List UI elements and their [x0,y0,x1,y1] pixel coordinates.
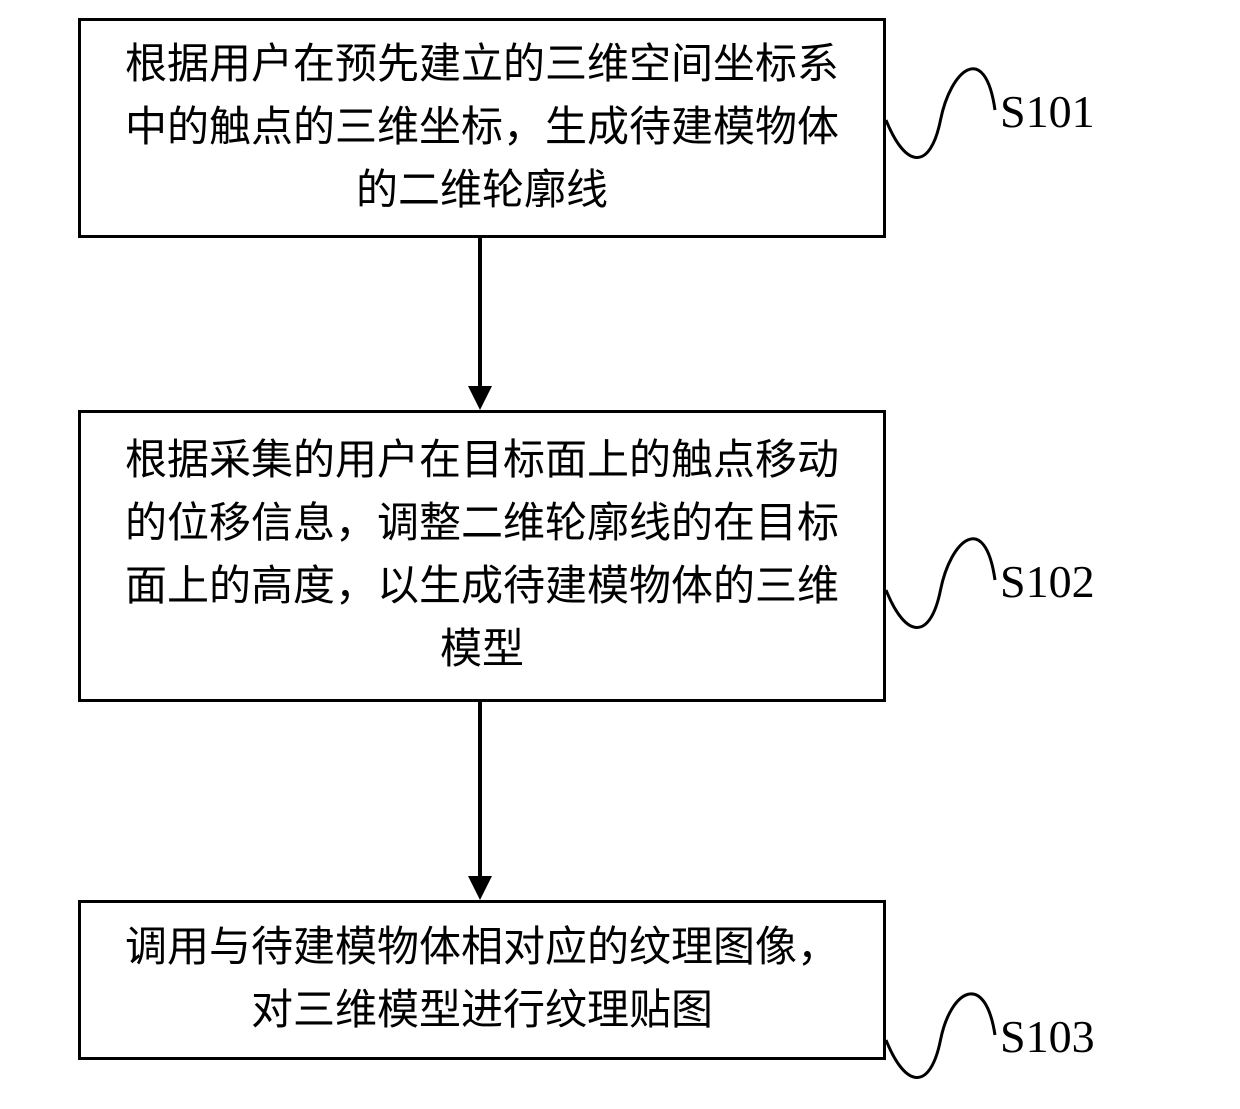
flowchart-step-s101: 根据用户在预先建立的三维空间坐标系中的触点的三维坐标，生成待建模物体的二维轮廓线 [78,18,886,238]
step-label-s103: S103 [1000,1010,1095,1063]
arrow-2-head-icon [468,876,492,900]
connector-curve-s101 [876,30,1005,130]
connector-curve-s102 [876,500,1005,600]
step-text: 根据采集的用户在目标面上的触点移动的位移信息，调整二维轮廓线的在目标面上的高度，… [111,430,853,682]
arrow-1 [478,238,482,386]
step-label-s102: S102 [1000,555,1095,608]
flowchart-step-s102: 根据采集的用户在目标面上的触点移动的位移信息，调整二维轮廓线的在目标面上的高度，… [78,410,886,702]
step-text: 调用与待建模物体相对应的纹理图像，对三维模型进行纹理贴图 [111,917,853,1043]
connector-curve-s103 [876,960,1005,1050]
step-label-s101: S101 [1000,85,1095,138]
step-text: 根据用户在预先建立的三维空间坐标系中的触点的三维坐标，生成待建模物体的二维轮廓线 [111,34,853,223]
flowchart-container: 根据用户在预先建立的三维空间坐标系中的触点的三维坐标，生成待建模物体的二维轮廓线… [0,0,1240,1109]
flowchart-step-s103: 调用与待建模物体相对应的纹理图像，对三维模型进行纹理贴图 [78,900,886,1060]
arrow-1-head-icon [468,386,492,410]
arrow-2 [478,702,482,876]
